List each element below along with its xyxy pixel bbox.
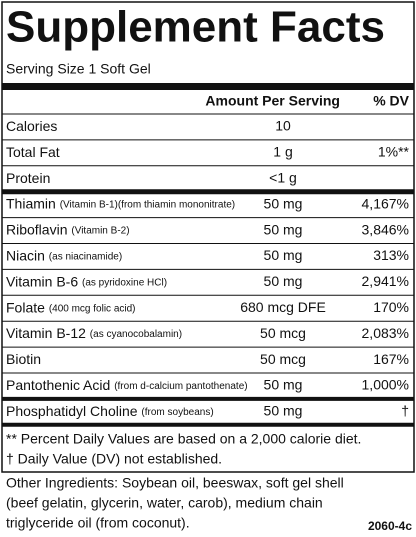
amount: 50 mg xyxy=(264,377,303,393)
nutrient-name: Phosphatidyl Choline xyxy=(6,403,138,419)
ingredients: triglyceride oil (from coconut). xyxy=(6,515,190,531)
amount: 50 mg xyxy=(264,273,303,289)
thick-rule xyxy=(2,83,414,90)
row-label: Vitamin B-6 (as pyridoxine HCl) xyxy=(6,273,167,289)
daily-value: 167% xyxy=(373,351,409,367)
row-label: Thiamin (Vitamin B-1)(from thiamin monon… xyxy=(6,195,235,211)
nutrient-note: (as pyridoxine HCl) xyxy=(82,277,167,288)
row-label: Phosphatidyl Choline (from soybeans) xyxy=(6,403,214,419)
column-header: Amount Per Serving xyxy=(205,93,340,109)
serving-size: Serving Size 1 Soft Gel xyxy=(6,61,151,77)
row-label: Calories xyxy=(6,118,57,134)
nutrient-note: (from soybeans) xyxy=(141,406,213,417)
amount: 680 mcg DFE xyxy=(240,299,326,315)
nutrient-name: Calories xyxy=(6,118,57,134)
nutrient-name: Pantothenic Acid xyxy=(6,377,110,393)
ingredients: Other Ingredients: Soybean oil, beeswax,… xyxy=(6,475,344,491)
amount: 50 mcg xyxy=(260,351,306,367)
row-label: Niacin (as niacinamide) xyxy=(6,247,122,263)
nutrient-name: Biotin xyxy=(6,351,41,367)
nutrient-name: Vitamin B-6 xyxy=(6,273,78,289)
amount: 50 mg xyxy=(264,195,303,211)
nutrient-name: Protein xyxy=(6,169,50,185)
label-border xyxy=(1,1,415,473)
nutrient-note: (Vitamin B-1)(from thiamin mononitrate) xyxy=(60,199,235,210)
row-label: Protein xyxy=(6,169,50,185)
nutrient-name: Thiamin xyxy=(6,195,56,211)
row-label: Pantothenic Acid (from d-calcium pantoth… xyxy=(6,377,248,393)
column-header: % DV xyxy=(373,93,409,109)
nutrient-name: Folate xyxy=(6,299,45,315)
footnote: † Daily Value (DV) not established. xyxy=(6,451,222,467)
nutrient-note: (from d-calcium pantothenate) xyxy=(114,381,247,392)
nutrient-note: (as cyanocobalamin) xyxy=(90,329,182,340)
row-label: Folate (400 mcg folic acid) xyxy=(6,299,136,315)
row-label: Total Fat xyxy=(6,144,60,160)
nutrient-note: (400 mcg folic acid) xyxy=(49,303,136,314)
nutrient-name: Total Fat xyxy=(6,144,60,160)
amount: 50 mg xyxy=(264,247,303,263)
nutrient-note: (Vitamin B-2) xyxy=(71,225,129,236)
daily-value: 4,167% xyxy=(362,195,409,211)
daily-value: 1,000% xyxy=(362,377,409,393)
nutrient-name: Niacin xyxy=(6,247,45,263)
amount: 1 g xyxy=(273,144,292,160)
daily-value: † xyxy=(401,403,409,419)
product-code: 2060-4c xyxy=(368,519,412,533)
amount: 50 mcg xyxy=(260,325,306,341)
daily-value: 313% xyxy=(373,247,409,263)
amount: 50 mg xyxy=(264,221,303,237)
row-label: Biotin xyxy=(6,351,41,367)
daily-value: 2,083% xyxy=(362,325,409,341)
row-label: Vitamin B-12 (as cyanocobalamin) xyxy=(6,325,182,341)
nutrient-name: Riboflavin xyxy=(6,221,67,237)
daily-value: 170% xyxy=(373,299,409,315)
footnote: ** Percent Daily Values are based on a 2… xyxy=(6,431,361,447)
amount: <1 g xyxy=(269,169,297,185)
ingredients: (beef gelatin, glycerin, water, carob), … xyxy=(6,495,323,511)
row-label: Riboflavin (Vitamin B-2) xyxy=(6,221,130,237)
amount: 50 mg xyxy=(264,403,303,419)
nutrient-name: Vitamin B-12 xyxy=(6,325,86,341)
title: Supplement Facts xyxy=(6,3,385,52)
nutrient-note: (as niacinamide) xyxy=(49,251,122,262)
amount: 10 xyxy=(275,118,291,134)
daily-value: 2,941% xyxy=(362,273,409,289)
daily-value: 3,846% xyxy=(362,221,409,237)
daily-value: 1%** xyxy=(378,144,410,160)
